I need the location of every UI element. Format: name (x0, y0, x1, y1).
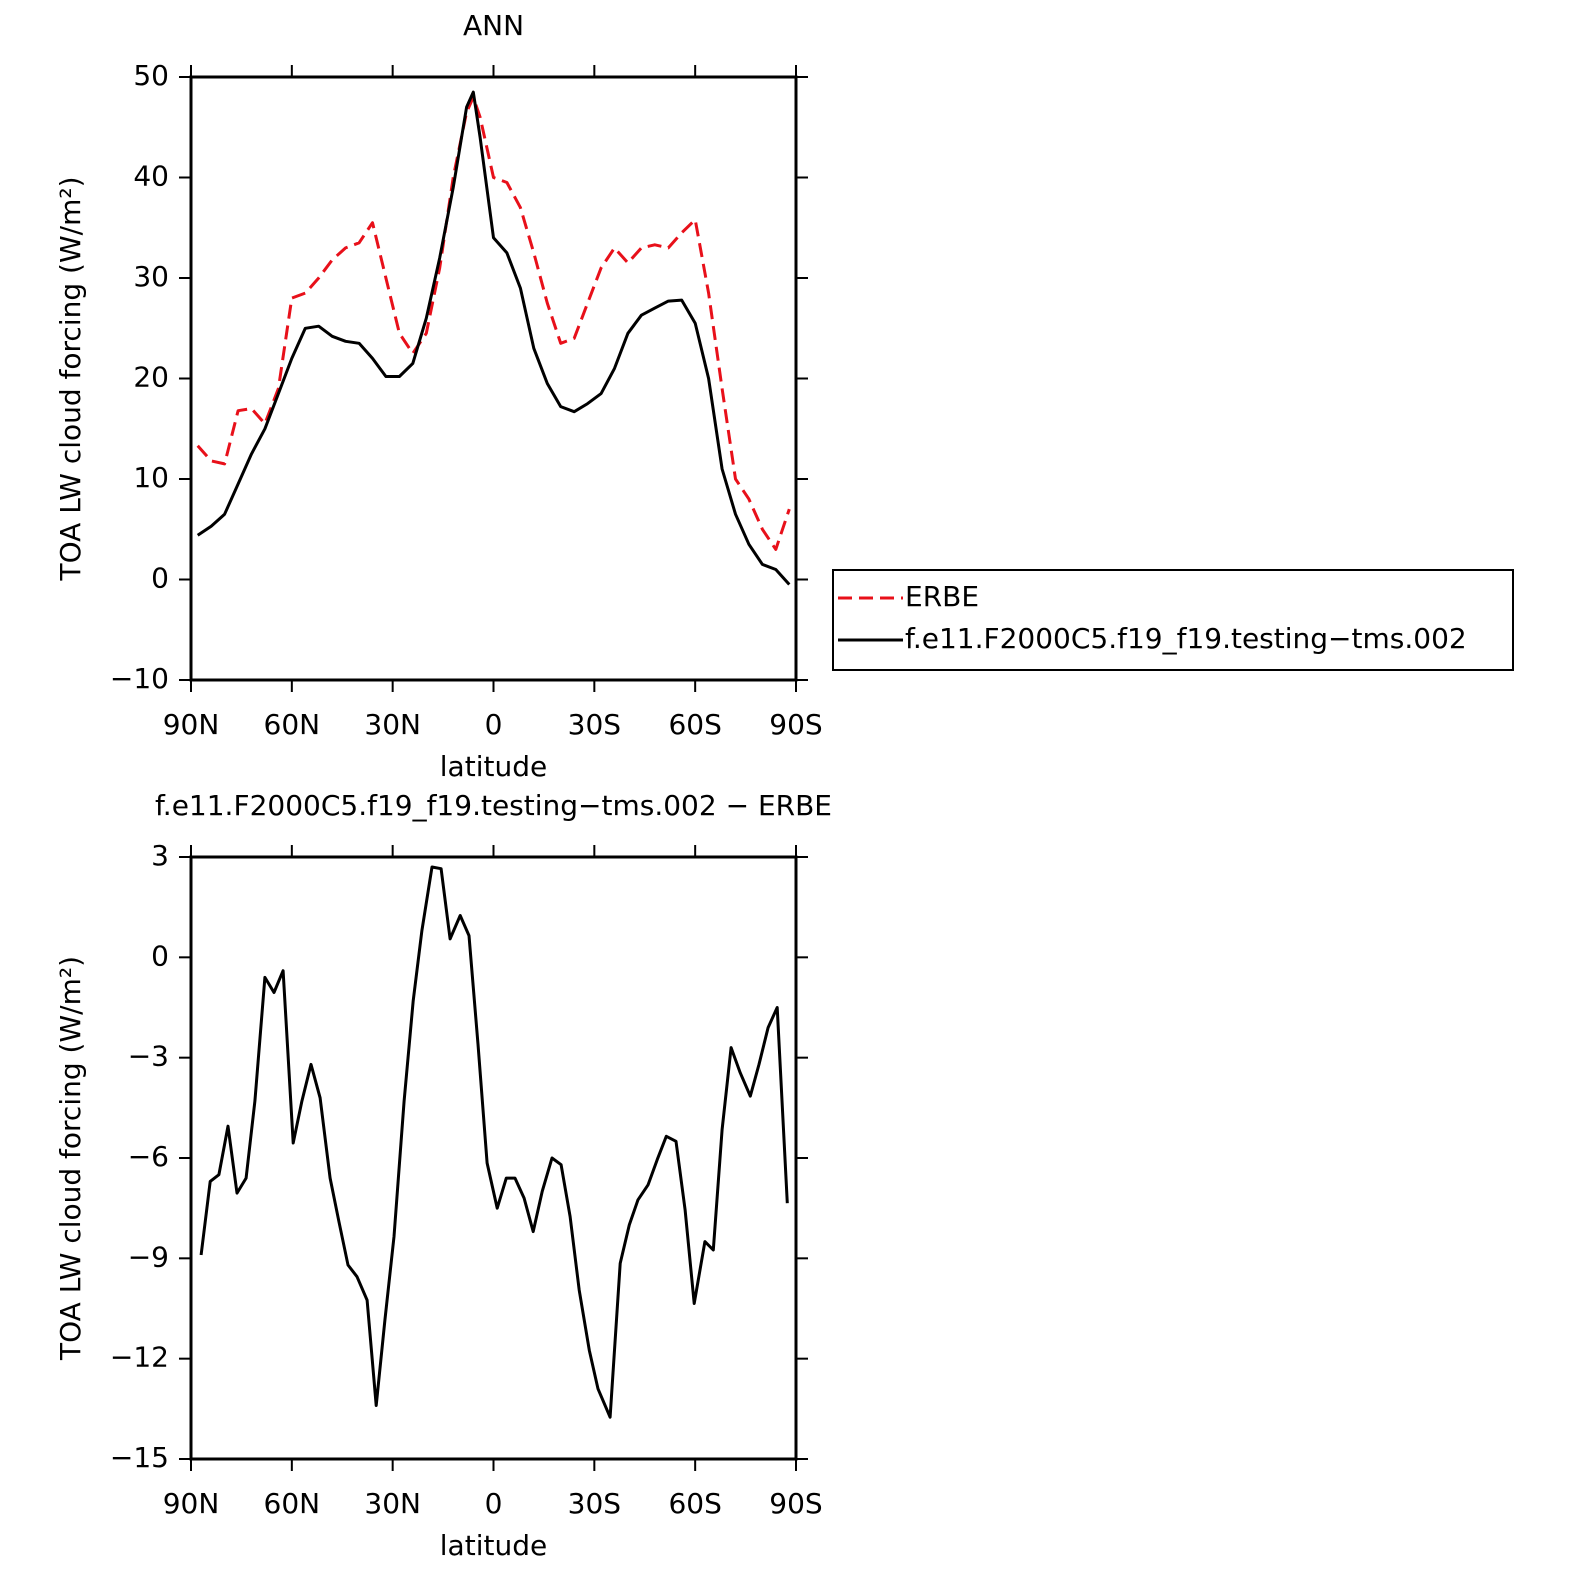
y-tick-label: 10 (133, 461, 169, 494)
y-tick-label: −3 (128, 1040, 169, 1073)
x-tick-label: 30N (364, 708, 421, 741)
data-line (196, 90, 791, 586)
y-axis-label: TOA LW cloud forcing (W/m²) (54, 956, 87, 1361)
chart-title: f.e11.F2000C5.f19_f19.testing−tms.002 − … (155, 789, 832, 822)
y-tick-label: −6 (128, 1140, 169, 1173)
x-tick-label: 0 (485, 708, 503, 741)
x-tick-label: 0 (485, 1487, 503, 1520)
y-tick-label: −9 (128, 1240, 169, 1273)
x-tick-label: 90S (769, 1487, 822, 1520)
x-axis-label: latitude (440, 1529, 547, 1562)
x-tick-label: 60N (264, 1487, 321, 1520)
data-line (199, 865, 789, 1419)
y-tick-label: −10 (110, 662, 169, 695)
x-axis-label: latitude (440, 750, 547, 783)
y-tick-label: 0 (151, 939, 169, 972)
data-line (196, 95, 791, 551)
x-tick-label: 30S (568, 1487, 621, 1520)
y-tick-label: 40 (133, 160, 169, 193)
x-tick-label: 90N (163, 1487, 220, 1520)
y-tick-label: 20 (133, 361, 169, 394)
legend-box (832, 569, 1514, 671)
y-tick-label: 0 (151, 562, 169, 595)
y-tick-label: 3 (151, 839, 169, 872)
chart-title: ANN (463, 9, 524, 42)
x-tick-label: 60N (264, 708, 321, 741)
y-tick-label: 50 (133, 59, 169, 92)
plot-frame (189, 855, 798, 1461)
y-tick-label: −12 (110, 1341, 169, 1374)
x-tick-label: 90S (769, 708, 822, 741)
y-axis-label: TOA LW cloud forcing (W/m²) (54, 177, 87, 582)
legend-label: ERBE (905, 580, 979, 613)
legend-label: f.e11.F2000C5.f19_f19.testing−tms.002 (905, 622, 1467, 655)
plot-frame (189, 75, 798, 682)
x-tick-label: 30S (568, 708, 621, 741)
x-tick-label: 30N (364, 1487, 421, 1520)
y-tick-label: −15 (110, 1441, 169, 1474)
x-tick-label: 60S (668, 708, 721, 741)
x-tick-label: 60S (668, 1487, 721, 1520)
y-tick-label: 30 (133, 260, 169, 293)
x-tick-label: 90N (163, 708, 220, 741)
